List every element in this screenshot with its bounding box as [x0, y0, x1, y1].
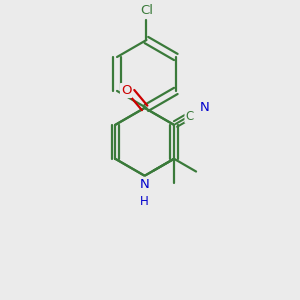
- Text: N: N: [140, 178, 149, 190]
- Text: C: C: [185, 110, 194, 122]
- Text: N: N: [200, 100, 210, 113]
- Text: H: H: [140, 195, 149, 208]
- Text: O: O: [121, 84, 131, 97]
- Text: Cl: Cl: [140, 4, 153, 17]
